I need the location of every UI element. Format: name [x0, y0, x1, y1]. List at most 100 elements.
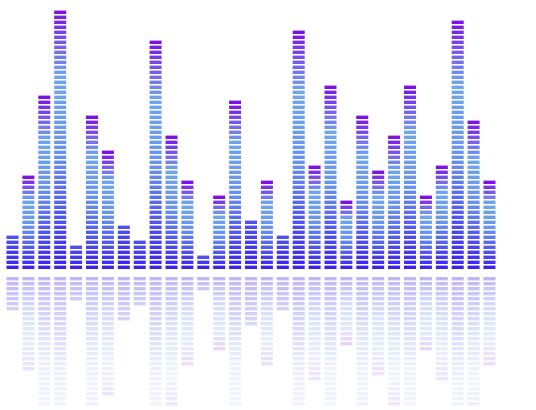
eq-reflection-segment	[101, 292, 114, 296]
eq-reflection-segment	[117, 292, 130, 296]
eq-segment	[388, 205, 401, 209]
eq-reflection-segment	[22, 352, 35, 356]
eq-segment	[404, 105, 416, 109]
eq-segment	[276, 240, 289, 244]
eq-reflection-segment	[451, 362, 464, 366]
eq-segment	[149, 265, 162, 269]
eq-segment	[229, 110, 242, 114]
eq-segment	[308, 195, 321, 199]
eq-reflection-segment	[213, 302, 226, 306]
eq-reflection-segment	[324, 337, 337, 341]
eq-segment	[467, 260, 480, 264]
eq-segment	[38, 130, 51, 134]
eq-segment	[324, 250, 337, 254]
eq-reflection-segment	[308, 332, 321, 336]
eq-reflection-segment	[38, 332, 51, 336]
eq-segment	[308, 215, 321, 219]
eq-segment	[54, 135, 67, 139]
eq-segment	[6, 245, 19, 249]
eq-segment	[388, 210, 401, 214]
eq-segment	[404, 145, 416, 149]
eq-reflection-segment	[101, 342, 114, 346]
eq-segment	[22, 220, 35, 224]
eq-segment	[54, 20, 67, 24]
eq-segment	[213, 240, 226, 244]
eq-reflection-segment	[356, 322, 369, 326]
eq-segment	[308, 265, 321, 269]
eq-segment	[245, 235, 257, 239]
eq-reflection-segment	[6, 307, 19, 311]
eq-reflection-segment	[101, 387, 114, 391]
eq-reflection-segment	[165, 332, 178, 336]
eq-segment	[356, 190, 369, 194]
eq-segment	[356, 215, 369, 219]
eq-segment	[340, 210, 353, 214]
eq-segment	[54, 95, 67, 99]
eq-segment	[165, 180, 178, 184]
eq-reflection-segment	[38, 297, 51, 301]
eq-segment	[435, 190, 448, 194]
eq-segment	[404, 235, 416, 239]
eq-reflection-segment	[54, 322, 67, 326]
eq-segment	[419, 215, 432, 219]
eq-segment	[451, 210, 464, 214]
eq-segment	[165, 210, 178, 214]
eq-segment	[467, 250, 480, 254]
eq-reflection-segment	[372, 317, 385, 321]
eq-segment	[419, 205, 432, 209]
eq-segment	[308, 245, 321, 249]
eq-reflection-segment	[435, 317, 448, 321]
eq-reflection-segment	[467, 277, 480, 281]
eq-segment	[22, 190, 35, 194]
eq-segment	[483, 190, 496, 194]
eq-segment	[181, 190, 194, 194]
eq-reflection-segment	[22, 367, 35, 371]
eq-segment	[324, 130, 337, 134]
eq-segment	[22, 180, 35, 184]
eq-segment	[483, 245, 496, 249]
eq-segment	[356, 160, 369, 164]
eq-segment	[276, 260, 289, 264]
eq-segment	[467, 120, 480, 124]
eq-reflection-segment	[86, 317, 98, 321]
eq-reflection-segment	[356, 342, 369, 346]
eq-segment	[149, 235, 162, 239]
eq-reflection-segment	[292, 302, 305, 306]
eq-segment	[260, 265, 273, 269]
eq-segment	[117, 255, 130, 259]
eq-reflection-segment	[372, 347, 385, 351]
equalizer-reflection	[6, 277, 496, 406]
eq-segment	[54, 55, 67, 59]
eq-reflection-segment	[340, 317, 353, 321]
eq-segment	[54, 125, 67, 129]
eq-reflection-segment	[149, 332, 162, 336]
eq-segment	[22, 245, 35, 249]
eq-segment	[404, 125, 416, 129]
eq-reflection-segment	[324, 307, 337, 311]
eq-segment	[149, 155, 162, 159]
eq-segment	[165, 215, 178, 219]
eq-reflection-segment	[451, 292, 464, 296]
eq-reflection-segment	[372, 342, 385, 346]
eq-reflection-segment	[149, 397, 162, 401]
eq-segment	[451, 55, 464, 59]
eq-segment	[101, 260, 114, 264]
eq-reflection-segment	[101, 287, 114, 291]
eq-reflection-segment	[435, 372, 448, 376]
eq-segment	[54, 85, 67, 89]
eq-segment	[292, 210, 305, 214]
eq-segment	[467, 180, 480, 184]
eq-segment	[86, 200, 98, 204]
eq-segment	[388, 150, 401, 154]
eq-segment	[245, 240, 257, 244]
eq-segment	[451, 25, 464, 29]
eq-reflection-segment	[483, 337, 496, 341]
eq-reflection-segment	[435, 342, 448, 346]
eq-reflection-segment	[213, 342, 226, 346]
eq-reflection-segment	[22, 362, 35, 366]
eq-reflection-segment	[245, 277, 257, 281]
eq-reflection-segment	[101, 372, 114, 376]
eq-reflection-segment	[340, 292, 353, 296]
eq-segment	[229, 260, 242, 264]
eq-segment	[54, 170, 67, 174]
